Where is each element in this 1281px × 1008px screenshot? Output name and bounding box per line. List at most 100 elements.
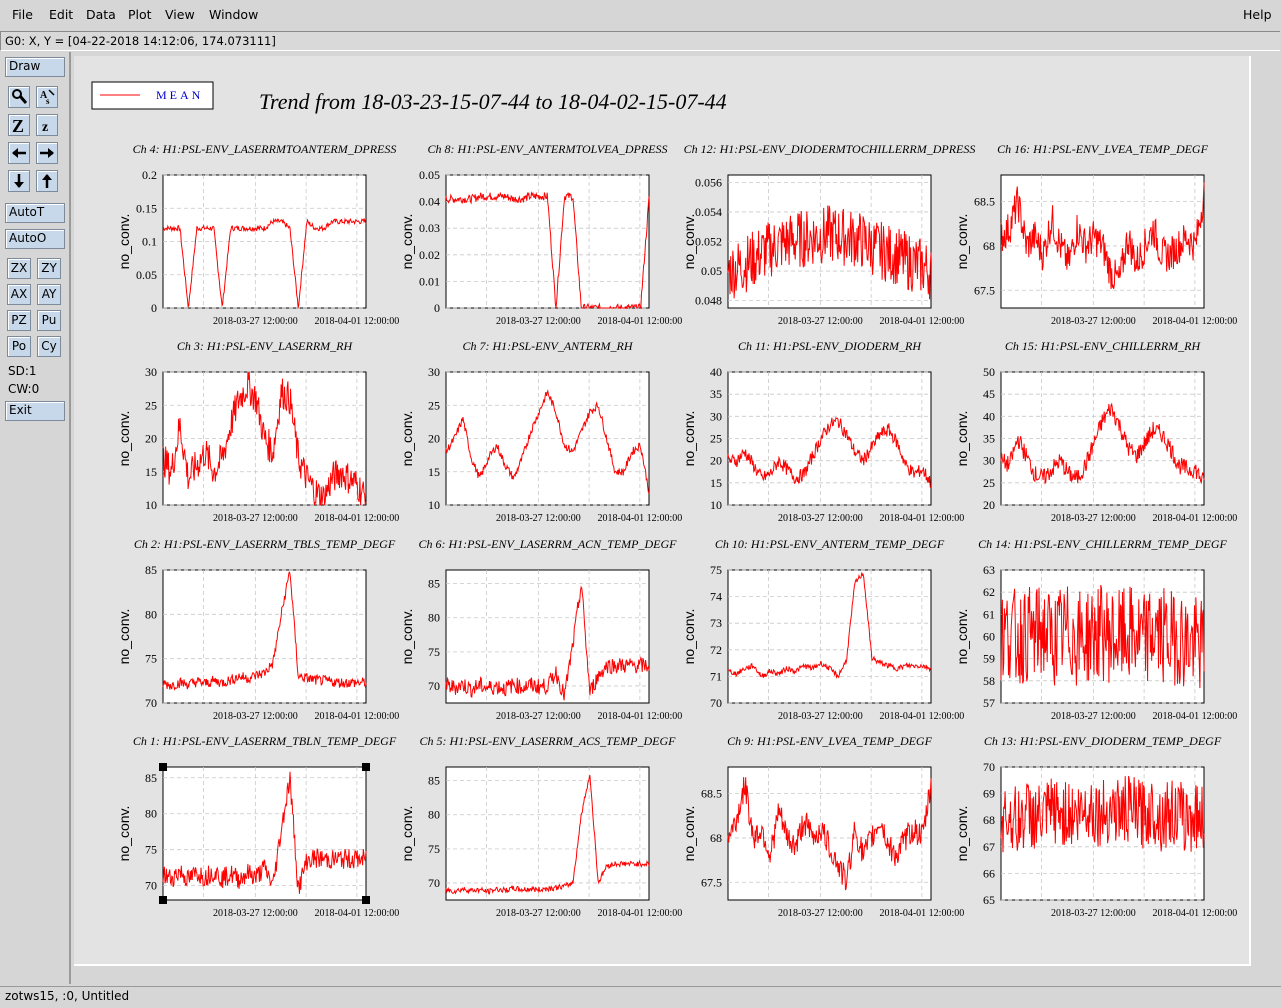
po-button[interactable]: Po (7, 336, 31, 357)
chart-10[interactable]: Ch 6: H1:PSL-ENV_LASERRM_ACN_TEMP_DEGF 70… (399, 537, 682, 722)
y-tick-label: 0.03 (419, 221, 440, 235)
zoom-tool-icon[interactable] (8, 86, 30, 108)
chart-11[interactable]: Ch 10: H1:PSL-ENV_ANTERM_TEMP_DEGF 70 71 72… (681, 537, 964, 722)
chart-4[interactable]: Ch 16: H1:PSL-ENV_LVEA_TEMP_DEGF 67.5 68 68… (954, 142, 1237, 327)
chart-title: Ch 2: H1:PSL-ENV_LASERRM_TBLS_TEMP_DEGF (134, 537, 396, 551)
svg-text:A: A (40, 90, 48, 101)
y-tick-label: 20 (428, 432, 440, 446)
y-tick-label: 75 (428, 842, 440, 856)
selection-handle[interactable] (159, 763, 167, 771)
svg-text:z: z (42, 120, 48, 135)
x-tick-label: 2018-03-27 12:00:00 (1051, 513, 1136, 524)
arrow-right-icon[interactable] (36, 142, 58, 164)
y-tick-label: 0.05 (136, 268, 157, 282)
chart-title: Ch 5: H1:PSL-ENV_LASERRM_ACS_TEMP_DEGF (420, 734, 677, 748)
y-tick-label: 0 (151, 301, 157, 315)
draw-button[interactable]: Draw (5, 57, 65, 77)
x-tick-label: 2018-04-01 12:00:00 (880, 711, 965, 722)
ax-button[interactable]: AX (7, 284, 31, 305)
y-tick-label: 30 (710, 409, 722, 423)
zy-button[interactable]: ZY (37, 258, 61, 279)
y-tick-label: 72 (710, 643, 722, 657)
x-tick-label: 2018-03-27 12:00:00 (496, 513, 581, 524)
chart-title: Ch 1: H1:PSL-ENV_LASERRM_TBLN_TEMP_DEGF (133, 734, 397, 748)
menu-window[interactable]: Window (209, 7, 259, 22)
plot-frame (445, 766, 650, 901)
series-line-mean (727, 777, 932, 891)
y-tick-label: 0.05 (701, 264, 722, 278)
y-tick-label: 15 (710, 476, 722, 490)
chart-9[interactable]: Ch 2: H1:PSL-ENV_LASERRM_TBLS_TEMP_DEGF 7… (116, 537, 399, 722)
y-axis-label: no_conv. (399, 806, 415, 862)
y-tick-label: 70 (145, 696, 157, 710)
x-tick-label: 2018-04-01 12:00:00 (315, 711, 400, 722)
chart-6[interactable]: Ch 7: H1:PSL-ENV_ANTERM_RH 10 15 20 25 30 2018… (399, 339, 682, 524)
zoom-in-z-icon[interactable]: Z (8, 114, 30, 136)
chart-title: Ch 13: H1:PSL-ENV_DIODERM_TEMP_DEGF (984, 734, 1222, 748)
y-tick-label: 20 (710, 454, 722, 468)
y-tick-label: 25 (983, 476, 995, 490)
selection-handle[interactable] (362, 896, 370, 904)
y-tick-label: 67 (983, 840, 995, 854)
chart-5[interactable]: Ch 3: H1:PSL-ENV_LASERRM_RH 10 15 20 25 30 201… (116, 339, 399, 524)
y-tick-label: 59 (983, 652, 995, 666)
x-tick-label: 2018-04-01 12:00:00 (1153, 513, 1238, 524)
chart-7[interactable]: Ch 11: H1:PSL-ENV_DIODERM_RH 10 15 20 25 30 35… (681, 339, 964, 524)
selection-handle[interactable] (362, 763, 370, 771)
x-tick-label: 2018-03-27 12:00:00 (213, 908, 298, 919)
chart-1[interactable]: Ch 4: H1:PSL-ENV_LASERRMTOANTERM_DPRESS 0… (116, 142, 399, 327)
y-tick-label: 70 (428, 679, 440, 693)
y-tick-label: 57 (983, 696, 995, 710)
series-line-mean (162, 217, 367, 308)
trend-plots[interactable]: MEAN Trend from 18-03-23-15-07-44 to 18-… (74, 56, 1249, 964)
menu-plot[interactable]: Plot (128, 7, 152, 22)
x-tick-label: 2018-04-01 12:00:00 (880, 513, 965, 524)
chart-15[interactable]: Ch 9: H1:PSL-ENV_LVEA_TEMP_DEGF 67.5 68 68.… (681, 734, 964, 919)
y-tick-label: 60 (983, 630, 995, 644)
y-axis-label: no_conv. (954, 411, 970, 467)
chart-13[interactable]: Ch 1: H1:PSL-ENV_LASERRM_TBLN_TEMP_DEGF 7… (116, 734, 399, 919)
pu-button[interactable]: Pu (37, 310, 61, 331)
menu-edit[interactable]: Edit (49, 7, 74, 22)
ay-button[interactable]: AY (37, 284, 61, 305)
exit-button[interactable]: Exit (5, 401, 65, 421)
cy-button[interactable]: Cy (37, 336, 61, 357)
chart-16[interactable]: Ch 13: H1:PSL-ENV_DIODERM_TEMP_DEGF 65 66 6… (954, 734, 1237, 919)
y-tick-label: 70 (710, 696, 722, 710)
y-tick-label: 68 (983, 813, 995, 827)
series-line-mean (1000, 585, 1205, 689)
chart-3[interactable]: Ch 12: H1:PSL-ENV_DIODERMTOCHILLERRM_DPR… (681, 142, 975, 327)
chart-12[interactable]: Ch 14: H1:PSL-ENV_CHILLERRM_TEMP_DEGF 57 5… (954, 537, 1237, 722)
y-tick-label: 35 (710, 387, 722, 401)
plot-title: Trend from 18-03-23-15-07-44 to 18-04-02… (259, 89, 727, 114)
x-tick-label: 2018-04-01 12:00:00 (598, 316, 683, 327)
menu-file[interactable]: File (12, 7, 33, 22)
pz-button[interactable]: PZ (7, 310, 31, 331)
arrow-down-icon[interactable] (8, 170, 30, 192)
arrow-up-icon[interactable] (36, 170, 58, 192)
chart-14[interactable]: Ch 5: H1:PSL-ENV_LASERRM_ACS_TEMP_DEGF 70… (399, 734, 682, 919)
x-tick-label: 2018-04-01 12:00:00 (315, 908, 400, 919)
y-axis-label: no_conv. (116, 411, 132, 467)
chart-8[interactable]: Ch 15: H1:PSL-ENV_CHILLERRM_RH 20 25 30 35 40… (954, 339, 1237, 524)
menu-data[interactable]: Data (86, 7, 116, 22)
chart-title: Ch 4: H1:PSL-ENV_LASERRMTOANTERM_DPRESS (133, 142, 397, 156)
autot-button[interactable]: AutoT (5, 203, 65, 223)
autoo-button[interactable]: AutoO (5, 229, 65, 249)
arrow-left-icon[interactable] (8, 142, 30, 164)
legend-box[interactable]: MEAN (91, 81, 214, 110)
menu-help[interactable]: Help (1243, 7, 1272, 22)
svg-text:Z: Z (12, 116, 24, 135)
menu-view[interactable]: View (165, 7, 195, 22)
x-tick-label: 2018-04-01 12:00:00 (598, 513, 683, 524)
chart-2[interactable]: Ch 8: H1:PSL-ENV_ANTERMTOLVEA_DPRESS 0 0.0… (399, 142, 682, 327)
y-tick-label: 0.052 (695, 235, 722, 249)
series-line-mean (727, 417, 932, 488)
selection-handle[interactable] (159, 896, 167, 904)
zx-button[interactable]: ZX (7, 258, 31, 279)
chart-title: Ch 9: H1:PSL-ENV_LVEA_TEMP_DEGF (727, 734, 933, 748)
zoom-out-z-icon[interactable]: z (36, 114, 58, 136)
coordinate-readout-bar: G0: X, Y = [04-22-2018 14:12:06, 174.073… (0, 31, 1280, 51)
y-axis-label: no_conv. (116, 214, 132, 270)
